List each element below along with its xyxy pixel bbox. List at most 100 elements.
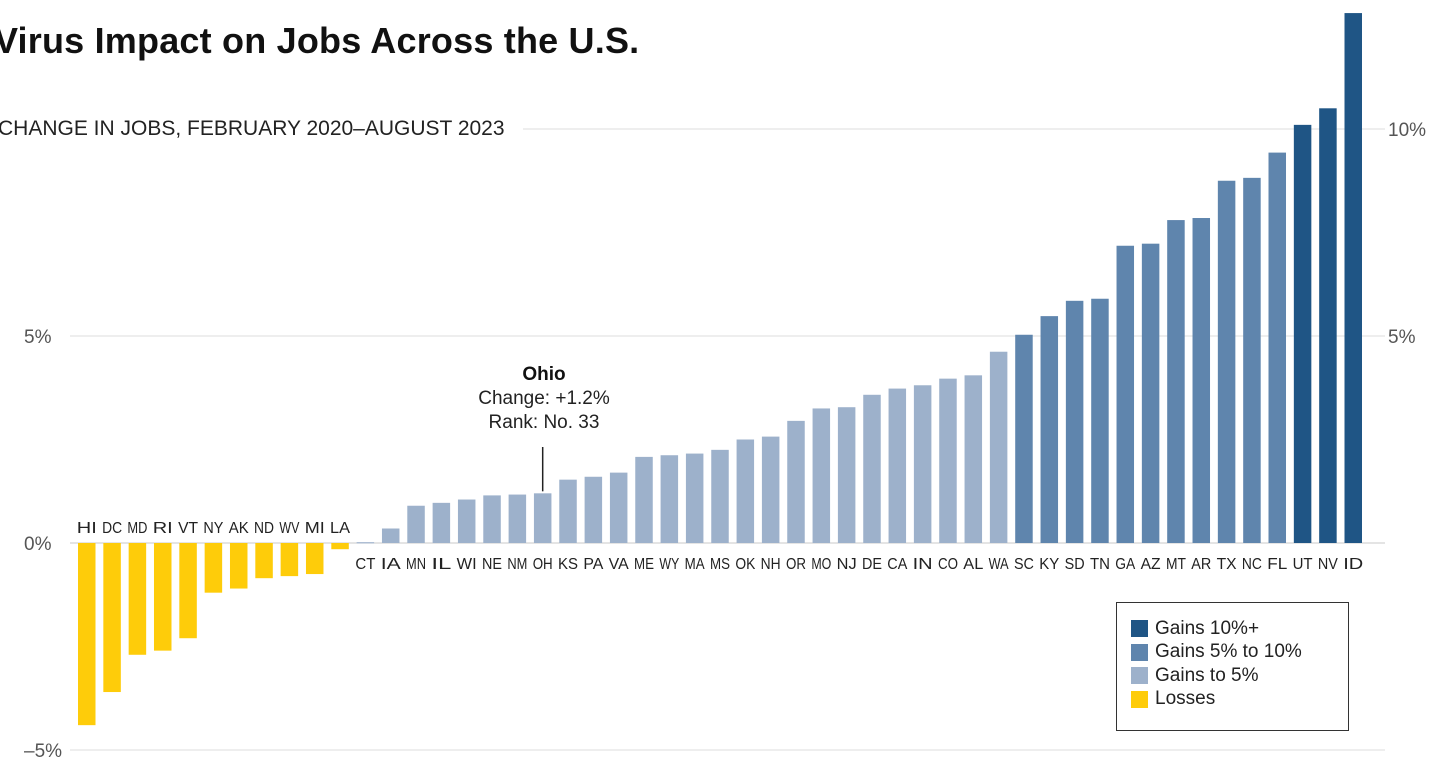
state-label-ks: KS: [558, 556, 578, 573]
bar-dc: [103, 543, 121, 693]
y-axis-ticks: –5% 0% 5% 5% 10%: [24, 120, 1426, 762]
bar-wi: [457, 499, 476, 543]
state-label-in: IN: [913, 556, 933, 573]
state-label-ri: RI: [153, 520, 173, 537]
state-label-mi: MI: [305, 520, 325, 537]
state-label-nj: NJ: [837, 556, 857, 573]
state-label-ct: CT: [355, 556, 375, 573]
legend-label: Gains 5% to 10%: [1155, 641, 1302, 663]
bar-ca: [888, 388, 907, 543]
legend-swatch: [1131, 643, 1148, 661]
bar-mn: [407, 505, 425, 543]
bar-co: [939, 378, 957, 543]
bar-mt: [1167, 220, 1185, 543]
bar-pa: [584, 476, 603, 543]
state-label-wi: WI: [457, 556, 477, 573]
legend-label: Gains to 5%: [1155, 664, 1259, 686]
bar-ut: [1293, 124, 1312, 544]
state-label-oh: OH: [533, 556, 553, 573]
bar-il: [432, 502, 451, 543]
bar-oh: [533, 493, 552, 543]
state-label-nd: ND: [254, 520, 274, 537]
state-label-dc: DC: [102, 520, 122, 537]
bar-wa: [989, 351, 1008, 543]
state-label-id: ID: [1343, 556, 1363, 573]
state-label-wy: WY: [659, 556, 679, 573]
state-label-vt: VT: [178, 520, 198, 537]
state-label-ma: MA: [685, 556, 705, 573]
bar-ky: [1040, 316, 1059, 543]
bar-ok: [736, 439, 755, 543]
state-label-ar: AR: [1191, 556, 1211, 573]
bar-ne: [483, 495, 501, 543]
state-label-ms: MS: [710, 556, 730, 573]
bar-ma: [685, 453, 704, 543]
ohio-annotation: Ohio Change: +1.2% Rank: No. 33: [456, 363, 632, 435]
bar-sc: [1015, 334, 1033, 543]
state-label-tx: TX: [1217, 556, 1237, 573]
bar-ga: [1116, 245, 1135, 544]
annotation-change: Change: +1.2%: [478, 388, 610, 409]
bar-id: [1344, 13, 1362, 543]
bar-nd: [255, 543, 273, 579]
state-label-nc: NC: [1242, 556, 1262, 573]
legend-label: Gains 10%+: [1155, 617, 1260, 639]
state-label-me: ME: [634, 556, 654, 573]
state-label-md: MD: [127, 520, 147, 537]
state-label-mn: MN: [406, 556, 426, 573]
chart-subtitle: CHANGE IN JOBS, FEBRUARY 2020–AUGUST 202…: [0, 117, 523, 141]
bar-nc: [1243, 177, 1261, 544]
state-label-pa: PA: [583, 556, 603, 573]
bar-or: [787, 420, 805, 543]
state-label-al: AL: [963, 556, 983, 573]
state-label-ia: IA: [381, 556, 401, 573]
chart-title: Virus Impact on Jobs Across the U.S.: [0, 20, 640, 61]
bar-mo: [812, 408, 831, 543]
legend-item-gains-10-plus: Gains 10%+: [1131, 617, 1348, 641]
bar-nh: [761, 436, 780, 543]
bar-wy: [660, 455, 679, 543]
bar-nm: [508, 494, 527, 543]
bar-wv: [280, 543, 299, 577]
state-label-sc: SC: [1014, 556, 1034, 573]
bar-az: [1141, 243, 1160, 544]
legend-label: Losses: [1155, 688, 1216, 710]
bar-tx: [1217, 180, 1236, 543]
state-label-sd: SD: [1065, 556, 1085, 573]
y-tick-label-left: 5%: [24, 327, 52, 348]
state-label-nv: NV: [1318, 556, 1338, 573]
legend-item-gains-to-5: Gains to 5%: [1131, 664, 1348, 688]
state-label-va: VA: [609, 556, 629, 573]
state-label-ca: CA: [887, 556, 907, 573]
state-label-nh: NH: [761, 556, 781, 573]
state-label-hi: HI: [77, 520, 97, 537]
bar-fl: [1268, 152, 1287, 543]
bar-sd: [1065, 300, 1084, 543]
state-label-il: IL: [431, 556, 451, 573]
bar-ri: [153, 543, 172, 651]
state-label-ky: KY: [1039, 556, 1059, 573]
annotation-state-name: Ohio: [522, 364, 566, 385]
bar-al: [964, 375, 983, 543]
legend-item-losses: Losses: [1131, 688, 1348, 712]
state-label-tn: TN: [1090, 556, 1110, 573]
state-label-ak: AK: [229, 520, 249, 537]
state-label-ut: UT: [1293, 556, 1313, 573]
state-label-fl: FL: [1267, 556, 1287, 573]
bar-tn: [1091, 298, 1109, 543]
state-label-nm: NM: [507, 556, 527, 573]
bar-mi: [305, 543, 324, 575]
legend-swatch: [1131, 690, 1148, 708]
bar-de: [863, 394, 881, 543]
state-label-mt: MT: [1166, 556, 1186, 573]
bar-ms: [711, 449, 729, 543]
y-tick-label-right: 5%: [1388, 327, 1416, 348]
bar-ct: [356, 542, 375, 544]
bar-va: [609, 472, 628, 543]
bar-ar: [1192, 218, 1211, 543]
state-label-la: LA: [330, 520, 350, 537]
legend-swatch: [1131, 667, 1148, 685]
bar-vt: [179, 543, 197, 639]
state-label-az: AZ: [1141, 556, 1161, 573]
